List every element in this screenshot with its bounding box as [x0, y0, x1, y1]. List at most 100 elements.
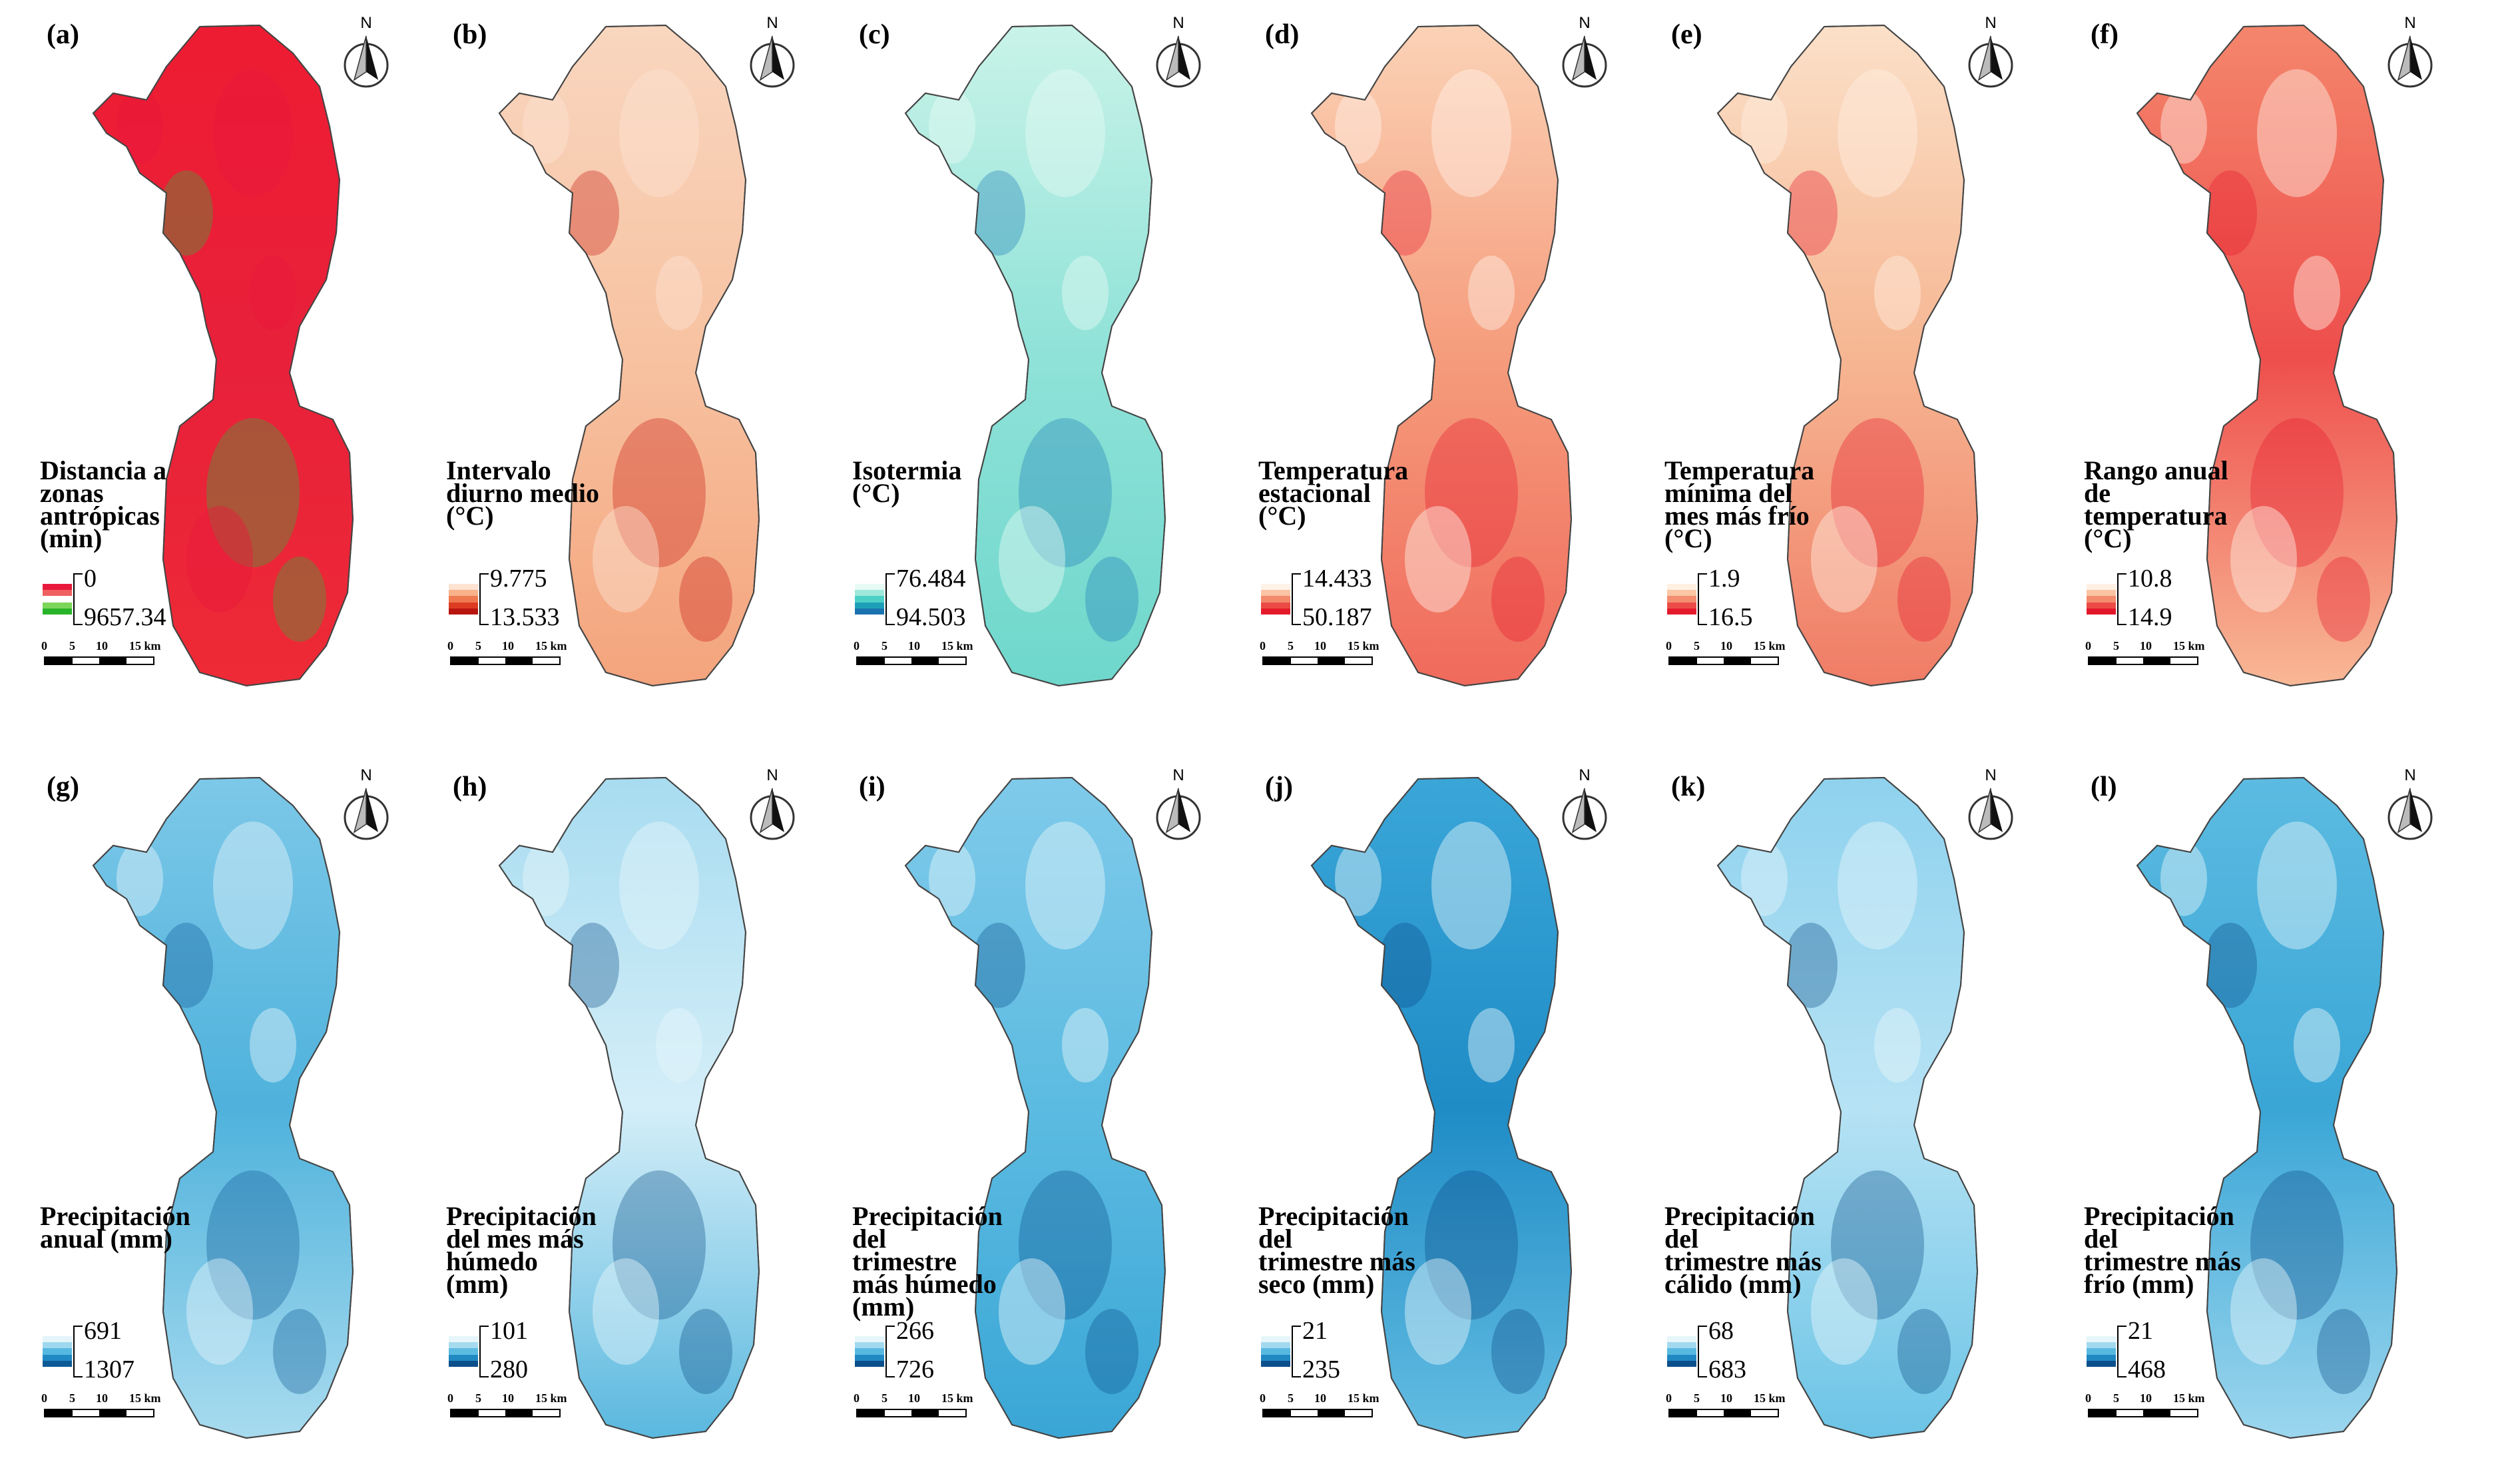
map-panel-d: (d) N Temperatura estacional (°C) 14.433 50.…	[1218, 0, 1618, 712]
ramp-swatch	[2087, 1342, 2116, 1349]
ramp-swatch	[449, 596, 478, 603]
legend-min-value: 9.775	[490, 565, 547, 593]
ramp-swatch	[2087, 1336, 2116, 1343]
legend-max-value: 13.533	[490, 603, 560, 631]
legend-min-value: 1.9	[1708, 565, 1740, 593]
map-legend: Isotermia (°C)	[852, 457, 1052, 507]
color-ramp: 14.433 50.187	[1258, 565, 1431, 631]
scale-label: 10	[502, 639, 514, 652]
scale-bar: 0 5 10 15 km	[854, 639, 973, 666]
map-panel-a: (a) N Distancia a zonas antrópicas (min) 0 9…	[0, 0, 399, 712]
scale-bar: 0 5 10 15 km	[447, 1391, 567, 1418]
color-ramp: 9.775 13.533	[446, 565, 619, 631]
north-arrow-icon: N	[750, 766, 795, 840]
map-legend: Intervalo diurno medio (°C)	[446, 455, 646, 531]
scale-label: 5	[69, 639, 75, 652]
map-panel-j: (j) N Precipitación del trimestre más seco…	[1218, 752, 1618, 1465]
legend-max-value: 235	[1302, 1356, 1340, 1383]
scale-bar: 0 5 10 15 km	[1666, 1391, 1786, 1418]
legend-min-value: 76.484	[896, 565, 966, 593]
north-arrow-icon: N	[1968, 14, 2013, 88]
panel-letter: (g)	[47, 772, 79, 802]
scale-bar: 0 5 10 15 km	[447, 639, 567, 666]
north-label: N	[360, 14, 372, 32]
scale-label: 5	[1288, 1391, 1294, 1405]
ramp-swatch	[1667, 584, 1696, 591]
scale-bar: 0 5 10 15 km	[2085, 639, 2205, 666]
map-raster	[92, 24, 354, 687]
north-label: N	[2404, 14, 2415, 32]
panel-letter: (c)	[859, 19, 890, 50]
legend-max-value: 726	[896, 1356, 934, 1383]
map-raster	[904, 776, 1166, 1439]
map-legend: Distancia a zonas antrópicas (min)	[40, 457, 240, 552]
legend-title: Precipitación del trimestre más seco (mm…	[1258, 1201, 1415, 1299]
legend-max-value: 14.9	[2128, 603, 2172, 631]
ramp-swatch	[2087, 590, 2116, 597]
map-legend: Precipitación del trimestre más frío (mm…	[2084, 1201, 2284, 1299]
north-arrow-icon: N	[1562, 766, 1607, 840]
ramp-swatch	[449, 1348, 478, 1355]
scale-label: 5	[69, 1391, 75, 1405]
legend-title: Rango anual de temperatura (°C)	[2084, 455, 2228, 553]
scale-label: 15 km	[129, 1391, 161, 1405]
ramp-swatch	[43, 1348, 72, 1355]
scale-label: 0	[854, 1391, 860, 1405]
ramp-swatch	[2087, 1348, 2116, 1355]
ramp-swatch	[2087, 596, 2116, 603]
scale-bar: 0 5 10 15 km	[1666, 639, 1786, 666]
map-panel-i: (i) N Precipitación del trimestre más húme…	[812, 752, 1212, 1465]
map-panel-c: (c) N Isotermia (°C) 76.484 94.503 0 5 10 15 km	[812, 0, 1212, 712]
ramp-swatch	[2087, 1360, 2116, 1367]
legend-title: Intervalo diurno medio (°C)	[446, 455, 600, 531]
ramp-swatch	[855, 1354, 884, 1361]
scale-label: 0	[41, 639, 47, 652]
scale-bar: 0 5 10 15 km	[41, 1391, 161, 1418]
north-label: N	[1172, 14, 1184, 32]
legend-min-value: 68	[1708, 1317, 1734, 1345]
color-ramp: 0 9657.34	[40, 565, 213, 631]
legend-min-value: 21	[2128, 1317, 2153, 1345]
legend-title: Precipitación del trimestre más húmedo (…	[852, 1201, 1003, 1322]
ramp-swatch	[1667, 590, 1696, 597]
ramp-swatch	[1261, 1354, 1290, 1361]
north-label: N	[766, 14, 778, 32]
map-raster	[1716, 24, 1979, 687]
scale-label: 0	[1260, 1391, 1266, 1405]
scale-label: 15 km	[535, 639, 567, 652]
north-arrow-icon: N	[2387, 14, 2433, 88]
scale-label: 10	[908, 1391, 920, 1405]
ramp-swatch	[2087, 608, 2116, 615]
ramp-swatch	[449, 1336, 478, 1343]
scale-label: 15 km	[129, 639, 161, 652]
ramp-swatch	[855, 584, 884, 591]
map-raster	[1310, 24, 1573, 687]
legend-title: Temperatura estacional (°C)	[1258, 455, 1409, 531]
scale-label: 10	[96, 639, 108, 652]
legend-min-value: 21	[1302, 1317, 1328, 1345]
ramp-swatch	[855, 1336, 884, 1343]
ramp-swatch	[855, 602, 884, 609]
map-legend: Precipitación anual (mm)	[40, 1201, 240, 1254]
legend-title: Precipitación del trimestre más frío (mm…	[2084, 1201, 2241, 1299]
legend-max-value: 16.5	[1708, 603, 1753, 631]
legend-title: Precipitación anual (mm)	[40, 1201, 190, 1254]
scale-label: 15 km	[1754, 639, 1786, 652]
ramp-swatch	[43, 1342, 72, 1349]
color-ramp: 10.8 14.9	[2084, 565, 2257, 631]
legend-max-value: 683	[1708, 1356, 1746, 1383]
scale-bar: 0 5 10 15 km	[2085, 1391, 2205, 1418]
ramp-swatch	[1667, 1342, 1696, 1349]
ramp-swatch	[1261, 584, 1290, 591]
panel-letter: (a)	[47, 19, 79, 50]
scale-label: 10	[502, 1391, 514, 1405]
scale-label: 10	[2140, 639, 2152, 652]
panel-letter: (j)	[1265, 772, 1293, 802]
ramp-swatch	[855, 608, 884, 615]
ramp-swatch	[43, 1360, 72, 1367]
scale-label: 15 km	[1348, 1391, 1379, 1405]
scale-label: 5	[881, 1391, 887, 1405]
scale-label: 15 km	[535, 1391, 567, 1405]
ramp-swatch	[855, 590, 884, 597]
